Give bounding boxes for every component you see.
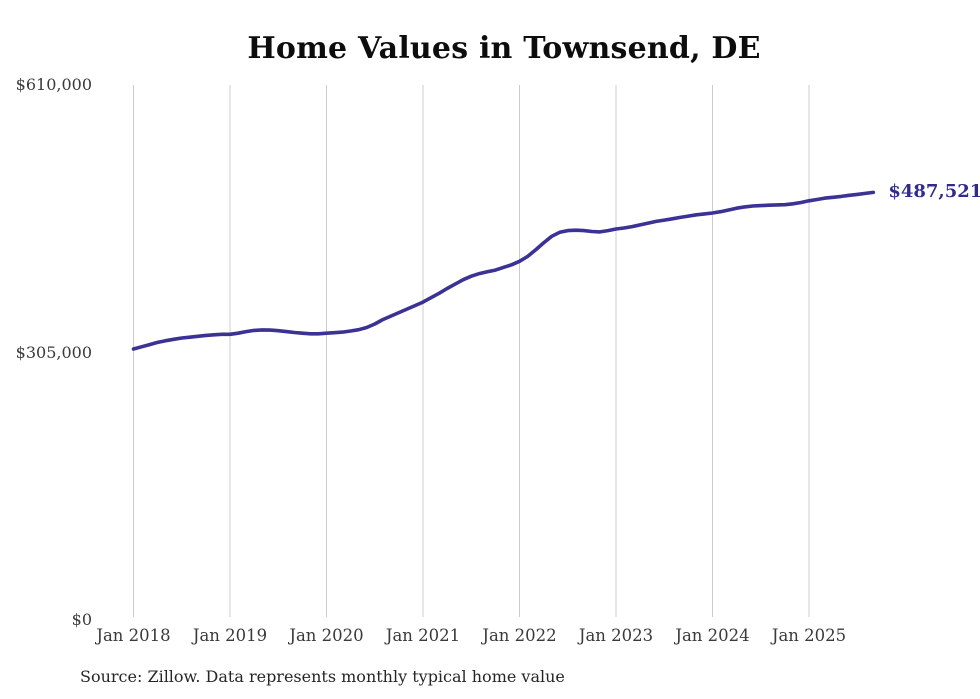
x-tick-label: Jan 2018: [96, 626, 171, 645]
x-tick-label: Jan 2020: [289, 626, 364, 645]
y-tick-label: $610,000: [15, 75, 92, 94]
x-tick-label: Jan 2022: [482, 626, 557, 645]
x-tick-label: Jan 2021: [385, 626, 461, 645]
y-tick-label: $0: [71, 610, 92, 629]
x-tick-label: Jan 2025: [771, 626, 847, 645]
x-tick-label: Jan 2019: [192, 626, 268, 645]
chart-title: Home Values in Townsend, DE: [247, 31, 761, 66]
x-tick-label: Jan 2023: [578, 626, 654, 645]
vertical-gridlines: [133, 85, 810, 617]
x-tick-label: Jan 2024: [675, 626, 750, 645]
latest-value-label: $487,521: [888, 181, 980, 203]
source-note: Source: Zillow. Data represents monthly …: [80, 667, 565, 686]
home-value-line: [131, 190, 876, 351]
y-tick-label: $305,000: [15, 342, 92, 362]
